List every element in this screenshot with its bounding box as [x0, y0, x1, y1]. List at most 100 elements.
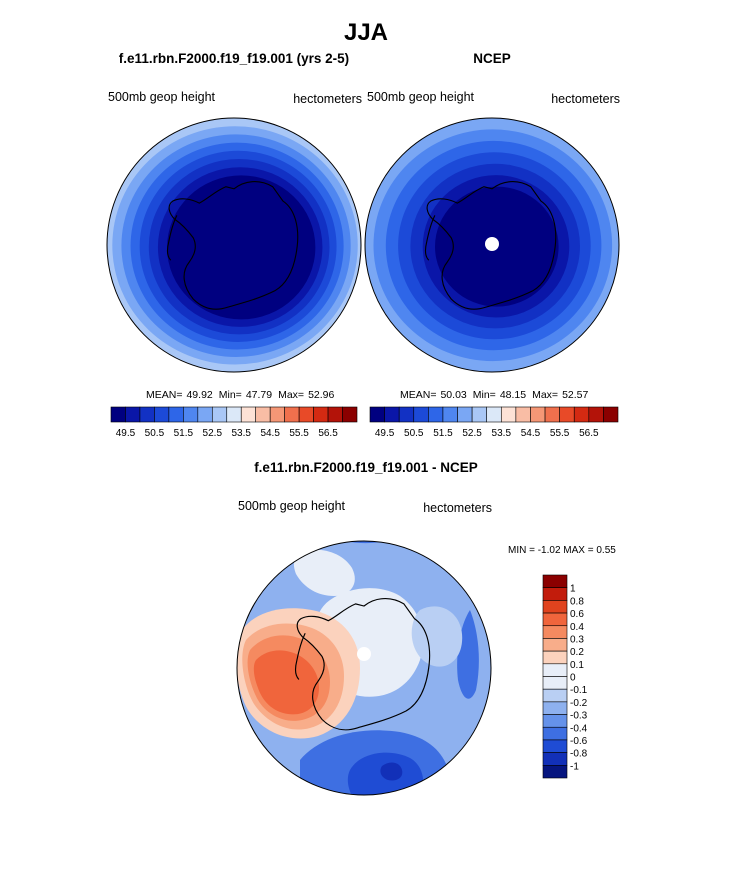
colorbar-tick-label: -0.8	[570, 749, 588, 760]
colorbar-box	[211, 406, 228, 423]
colorbar-tick-label: -0.2	[570, 698, 588, 709]
colorbar-box	[226, 406, 242, 423]
panel-ncep-left-label: 500mb geop height	[367, 90, 475, 104]
panel-diff-colorbar: 10.8 0.6 0.40.3 0.2 0.1 0-0.1 -0.2 -0.3-0.4 -0.6…	[542, 574, 588, 779]
colorbar-box	[442, 406, 458, 423]
colorbar-box	[542, 587, 568, 601]
colorbar-tick-label: 49.5	[116, 428, 136, 439]
colorbar-tick-label: 55.5	[289, 428, 309, 439]
panel-ncep-map	[365, 118, 619, 372]
colorbar-box	[428, 406, 444, 423]
panel-model: f.e11.rbn.F2000.f19_f19.001 (yrs 2-5) 50…	[106, 51, 362, 439]
diff-lobe-north	[293, 549, 355, 596]
colorbar-box	[515, 406, 531, 423]
panel-diff-minmax: MIN = -1.02 MAX = 0.55	[508, 545, 616, 556]
panel-model-left-label: 500mb geop height	[108, 90, 216, 104]
colorbar-tick-label: 0.3	[570, 634, 584, 645]
colorbar-box	[369, 406, 385, 423]
colorbar-box	[588, 406, 604, 423]
panel-diff-left-label: 500mb geop height	[238, 499, 346, 513]
panel-ncep-colorbar: 49.5 50.5 51.5 52.5 53.5 54.5 55.5 56.5	[369, 406, 619, 439]
colorbar-tick-label: 50.5	[404, 428, 424, 439]
diff-positive-core	[253, 650, 320, 715]
colorbar-box	[139, 406, 155, 423]
colorbar-box	[603, 406, 619, 423]
panel-model-map	[107, 118, 361, 372]
colorbar-box	[240, 406, 257, 423]
colorbar-tick-label: -0.6	[570, 736, 588, 747]
colorbar-box	[542, 638, 568, 652]
colorbar-tick-label: 52.5	[203, 428, 223, 439]
colorbar-tick-label: 0.4	[570, 622, 584, 633]
colorbar-box	[342, 406, 358, 423]
panel-ncep-map-border	[364, 117, 620, 373]
colorbar-box	[542, 752, 568, 766]
colorbar-tick-label: 54.5	[260, 428, 280, 439]
contour-band	[167, 175, 316, 320]
panel-model-right-label: hectometers	[293, 92, 362, 106]
colorbar-box	[530, 406, 546, 423]
panel-ncep-pole-marker	[485, 237, 499, 251]
colorbar-box	[559, 406, 575, 423]
colorbar-box	[110, 406, 126, 423]
colorbar-box	[298, 406, 314, 423]
colorbar-box	[542, 600, 568, 614]
colorbar-tick-label: -0.3	[570, 711, 588, 722]
colorbar-box	[284, 406, 300, 423]
colorbar-box	[255, 406, 271, 423]
panel-model-colorbar: 49.5 50.5 51.5 52.5 53.5 54.5 55.5 56.5	[110, 406, 358, 439]
colorbar-box	[542, 574, 568, 588]
colorbar-box	[413, 406, 429, 423]
panel-diff-pole-marker	[357, 647, 371, 661]
colorbar-tick-label: 51.5	[433, 428, 453, 439]
diff-negative-right	[457, 610, 479, 699]
panel-ncep-right-label: hectometers	[551, 92, 620, 106]
panel-model-title: f.e11.rbn.F2000.f19_f19.001 (yrs 2-5)	[119, 51, 349, 66]
colorbar-box	[154, 406, 170, 423]
colorbar-box	[542, 625, 568, 639]
colorbar-tick-label: 53.5	[232, 428, 252, 439]
panel-ncep-title: NCEP	[473, 51, 511, 66]
panel-model-contours	[107, 118, 361, 372]
colorbar-box	[327, 406, 343, 423]
diff-negative-bottom-core	[380, 762, 403, 781]
colorbar-box	[313, 406, 329, 423]
colorbar-tick-label: 55.5	[550, 428, 570, 439]
colorbar-box	[542, 739, 568, 753]
colorbar-tick-label: 49.5	[375, 428, 395, 439]
panel-diff-right-label: hectometers	[423, 501, 492, 515]
panel-model-stats: MEAN= 49.92 Min= 47.79 Max= 52.96	[146, 389, 334, 401]
colorbar-box	[398, 406, 415, 423]
colorbar-box	[486, 406, 502, 423]
figure-title: JJA	[344, 19, 388, 46]
colorbar-tick-label: 56.5	[579, 428, 599, 439]
colorbar-tick-label: 0.8	[570, 596, 584, 607]
panel-ncep-stats: MEAN= 50.03 Min= 48.15 Max= 52.57	[400, 389, 588, 401]
colorbar-box	[384, 406, 400, 423]
colorbar-tick-label: -0.1	[570, 685, 588, 696]
colorbar-tick-label: 54.5	[521, 428, 541, 439]
colorbar-tick-label: 56.5	[318, 428, 338, 439]
colorbar-tick-label: -1	[570, 761, 579, 772]
colorbar-box	[471, 406, 488, 423]
colorbar-tick-label: 0.6	[570, 609, 584, 620]
colorbar-box	[542, 688, 568, 703]
colorbar-tick-label: 0.2	[570, 647, 584, 658]
colorbar-box	[457, 406, 473, 423]
colorbar-box	[542, 726, 568, 741]
colorbar-box	[269, 406, 285, 423]
colorbar-box	[168, 406, 184, 423]
colorbar-box	[542, 650, 568, 665]
colorbar-tick-label: 1	[570, 584, 576, 595]
colorbar-box	[542, 612, 568, 627]
colorbar-box	[542, 676, 568, 690]
colorbar-box	[544, 406, 560, 423]
colorbar-box	[542, 765, 568, 779]
colorbar-tick-label: 51.5	[174, 428, 194, 439]
panel-diff-map-border	[236, 540, 492, 796]
panel-diff: f.e11.rbn.F2000.f19_f19.001 - NCEP 500mb…	[236, 460, 616, 796]
colorbar-box	[573, 406, 590, 423]
diff-negative-top	[300, 541, 440, 544]
colorbar-tick-label: 50.5	[145, 428, 165, 439]
